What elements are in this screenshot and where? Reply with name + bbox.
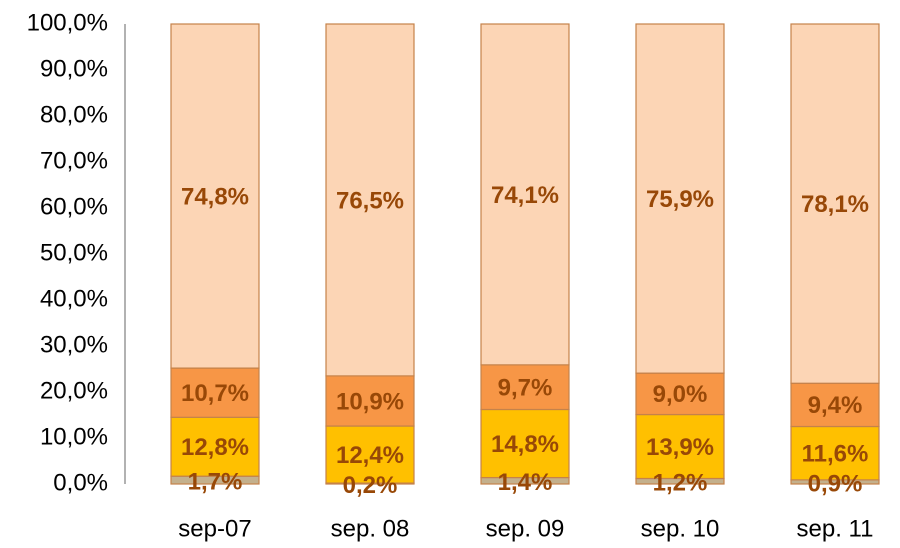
data-label: 1,2% bbox=[653, 470, 708, 497]
data-label: 9,7% bbox=[498, 375, 553, 402]
y-tick-label: 100,0% bbox=[27, 9, 108, 36]
bar-segment bbox=[170, 416, 260, 477]
bar-segment bbox=[480, 408, 570, 479]
data-label: 10,9% bbox=[336, 388, 404, 415]
data-label: 74,1% bbox=[491, 182, 559, 209]
x-tick-label: sep. 11 bbox=[797, 515, 874, 542]
data-label: 1,7% bbox=[188, 468, 243, 495]
y-tick-label: 20,0% bbox=[40, 377, 108, 404]
y-tick-label: 0,0% bbox=[53, 469, 108, 496]
bar-segment bbox=[325, 425, 415, 484]
bar-segment bbox=[325, 375, 415, 427]
data-label: 12,4% bbox=[336, 442, 404, 469]
data-label: 9,0% bbox=[653, 381, 708, 408]
bar-segment bbox=[790, 425, 880, 481]
bar-segment bbox=[790, 23, 880, 384]
data-label: 11,6% bbox=[802, 441, 869, 468]
data-label: 74,8% bbox=[181, 183, 249, 210]
bar-segment bbox=[635, 23, 725, 374]
y-tick-label: 80,0% bbox=[40, 101, 108, 128]
bar-segment bbox=[170, 367, 260, 418]
data-label: 0,2% bbox=[343, 472, 398, 499]
data-label: 1,4% bbox=[498, 469, 553, 496]
x-tick-label: sep. 09 bbox=[486, 515, 565, 542]
x-tick-label: sep. 10 bbox=[641, 515, 720, 542]
x-tick-label: sep-07 bbox=[178, 515, 251, 542]
y-tick-label: 70,0% bbox=[40, 147, 108, 174]
bar-segment bbox=[790, 382, 880, 428]
bar-segment bbox=[480, 23, 570, 366]
data-label: 13,9% bbox=[646, 434, 714, 461]
data-label: 75,9% bbox=[646, 186, 714, 213]
data-label: 78,1% bbox=[801, 191, 869, 218]
y-tick-label: 30,0% bbox=[40, 331, 108, 358]
x-tick-label: sep. 08 bbox=[331, 515, 410, 542]
bar-segment bbox=[480, 364, 570, 411]
data-label: 9,4% bbox=[808, 392, 863, 419]
data-label: 0,9% bbox=[808, 470, 863, 497]
y-tick-label: 90,0% bbox=[40, 55, 108, 82]
bar-segment bbox=[635, 372, 725, 416]
data-label: 10,7% bbox=[181, 380, 249, 407]
bar-segment bbox=[325, 23, 415, 377]
y-tick-label: 60,0% bbox=[40, 193, 108, 220]
bar-segment bbox=[170, 23, 260, 369]
data-label: 76,5% bbox=[336, 187, 404, 214]
y-tick-label: 40,0% bbox=[40, 285, 108, 312]
y-tick-label: 10,0% bbox=[40, 423, 108, 450]
y-tick-label: 50,0% bbox=[40, 239, 108, 266]
data-label: 14,8% bbox=[491, 431, 559, 458]
data-label: 12,8% bbox=[181, 434, 249, 461]
